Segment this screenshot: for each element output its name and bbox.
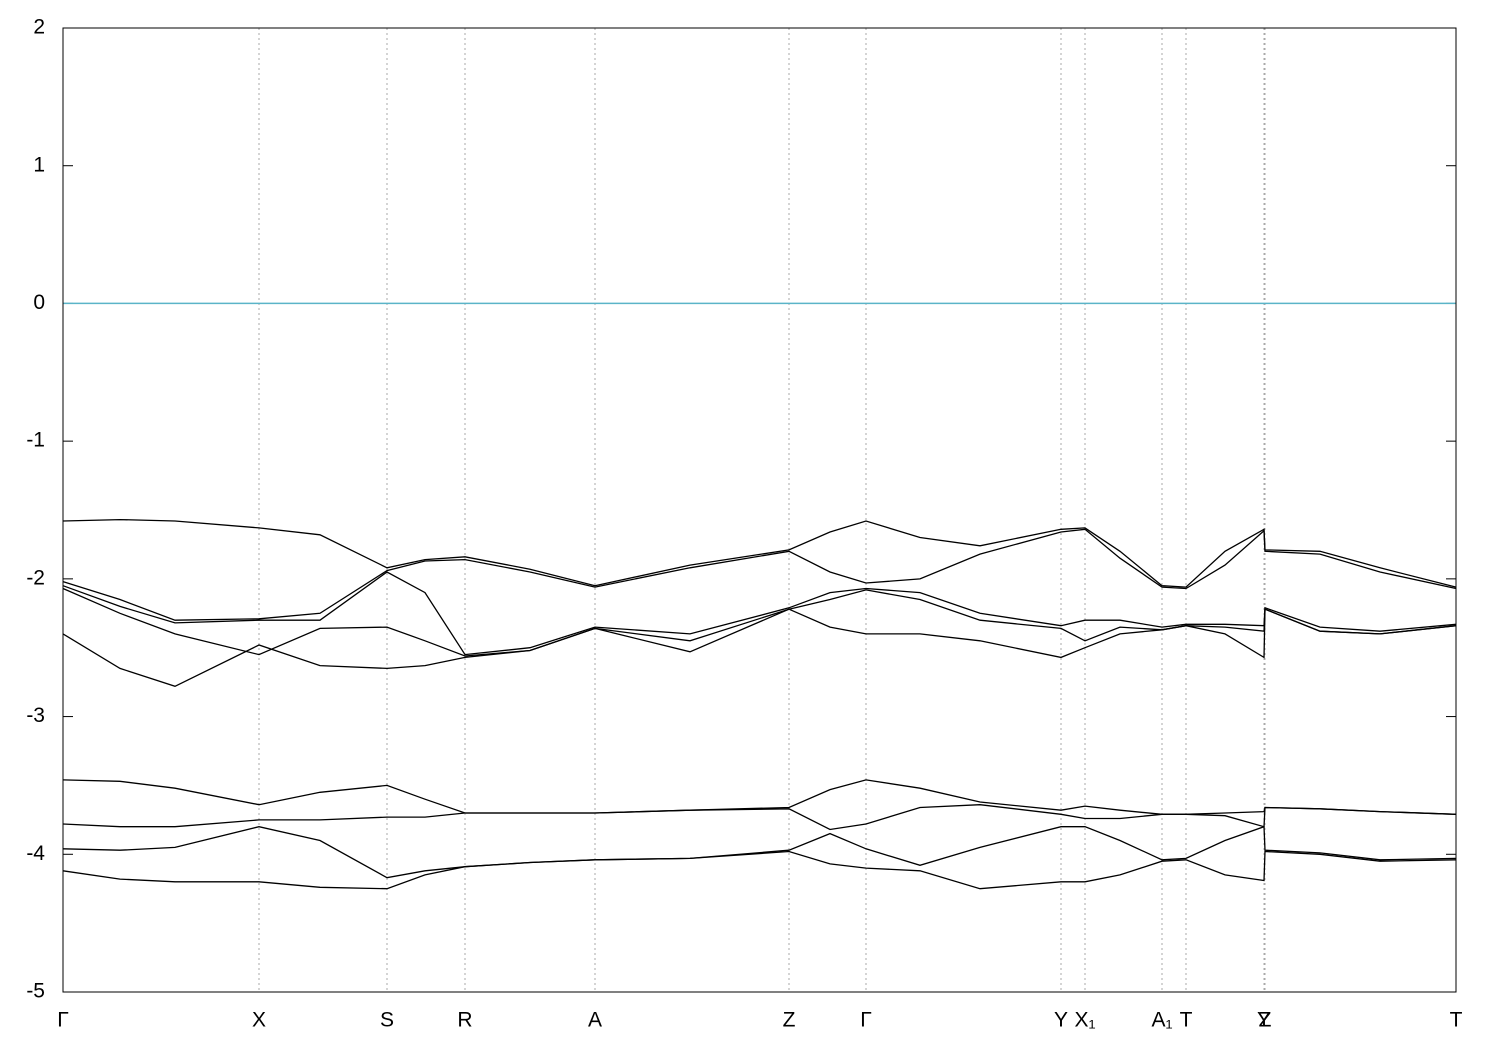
x-tick-label: Z <box>783 1009 796 1032</box>
band-line <box>62 571 1457 656</box>
x-tick-label: X <box>252 1009 266 1032</box>
y-tick-label: 2 <box>33 16 45 39</box>
y-tick-label: 1 <box>33 153 45 176</box>
x-tick-label: R <box>457 1009 472 1032</box>
plot-frame <box>62 27 1457 993</box>
band-line <box>62 850 1457 890</box>
band-line <box>62 528 1457 621</box>
x-tick-label: Y <box>1257 1009 1271 1032</box>
x-tick-label: Z <box>1259 1009 1272 1032</box>
band-line <box>62 779 1457 815</box>
band-line <box>62 804 1457 831</box>
y-tick-label: -1 <box>26 429 45 452</box>
x-tick-label: Γ <box>57 1009 69 1032</box>
y-tick-label: -3 <box>26 704 45 727</box>
x-tick-label: X₁ <box>1074 1009 1095 1032</box>
band-line <box>62 825 1457 879</box>
y-tick-label: -5 <box>26 980 45 1003</box>
x-tick-label: Γ <box>860 1009 872 1032</box>
band-line <box>62 587 1457 657</box>
x-tick-label: A₁ <box>1151 1009 1172 1032</box>
x-tick-label: T <box>1180 1009 1193 1032</box>
band-line <box>62 608 1457 687</box>
x-tick-label: Y <box>1054 1009 1068 1032</box>
band-line <box>62 518 1457 588</box>
y-tick-label: 0 <box>33 291 45 314</box>
x-tick-label: A <box>588 1009 602 1032</box>
y-tick-label: -4 <box>26 842 45 865</box>
x-tick-label: T <box>1450 1009 1463 1032</box>
x-tick-label: S <box>380 1009 394 1032</box>
y-tick-label: -2 <box>26 566 45 589</box>
